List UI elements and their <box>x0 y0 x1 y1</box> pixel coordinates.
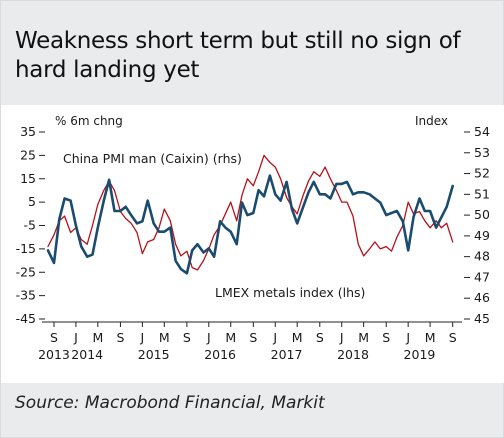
y-right-tick-label: 46 <box>474 290 490 305</box>
y-left-tick-label: 35 <box>20 124 36 139</box>
series-label-lmex: LMEX metals index (lhs) <box>215 285 365 300</box>
y-left-tick-label: -5 <box>24 218 36 233</box>
x-tick-label: M <box>425 330 436 345</box>
y-right-tick-label: 51 <box>474 186 490 201</box>
y-left-tick-label: -15 <box>16 241 36 256</box>
x-tick-label: S <box>449 330 457 345</box>
x-tick-label: J <box>405 330 410 345</box>
y-left-tick-label: 25 <box>20 147 36 162</box>
axes-layer <box>39 131 470 327</box>
x-year-label: 2018 <box>337 347 369 362</box>
x-year-label: 2014 <box>71 347 103 362</box>
y-right-tick-label: 45 <box>474 311 490 326</box>
series-label-china-pmi: China PMI man (Caixin) (rhs) <box>63 151 242 166</box>
x-year-label: 2016 <box>204 347 236 362</box>
x-year-label: 2013 <box>38 347 70 362</box>
x-tick-label: M <box>92 330 103 345</box>
line-chart: 35 25 15 5 -5 -15 -25 -35 -45 54 53 52 51 50 49 48 47 46 4… <box>16 114 490 362</box>
x-tick-label: S <box>382 330 390 345</box>
x-tick-label: S <box>316 330 324 345</box>
y-left-tick-label: 15 <box>20 171 36 186</box>
series-layer <box>46 154 454 275</box>
y-left-tick-label: -35 <box>16 288 36 303</box>
x-tick-label: S <box>183 330 191 345</box>
x-tick-label: S <box>249 330 257 345</box>
series-line-lmex <box>47 154 454 271</box>
chart-title: Weakness short term but still no sign of… <box>15 28 461 83</box>
x-tick-label: J <box>206 330 211 345</box>
right-axis-title: Index <box>415 114 448 128</box>
y-right-tick-label: 52 <box>474 166 490 181</box>
x-tick-label: J <box>140 330 145 345</box>
y-right-tick-label: 47 <box>474 269 490 284</box>
x-tick-label: M <box>159 330 170 345</box>
x-tick-label: J <box>73 330 78 345</box>
x-tick-label: M <box>358 330 369 345</box>
series-line-china-pmi <box>46 174 454 275</box>
x-tick-label: M <box>292 330 303 345</box>
y-right-tick-label: 49 <box>474 228 490 243</box>
y-left-tick-label: -45 <box>16 311 36 326</box>
y-right-tick-label: 48 <box>474 249 490 264</box>
y-left-tick-label: 5 <box>28 194 36 209</box>
left-axis-title: % 6m chng <box>55 114 123 128</box>
y-right-tick-label: 53 <box>474 145 490 160</box>
x-year-label: 2017 <box>271 347 303 362</box>
x-tick-label: J <box>272 330 277 345</box>
labels-layer: 35 25 15 5 -5 -15 -25 -35 -45 54 53 52 51 50 49 48 47 46 4… <box>16 114 490 362</box>
x-year-label: 2015 <box>138 347 170 362</box>
x-tick-label: S <box>50 330 58 345</box>
y-right-tick-label: 50 <box>474 207 490 222</box>
x-tick-label: M <box>225 330 236 345</box>
source-note: Source: Macrobond Financial, Markit <box>15 393 325 413</box>
x-year-label: 2019 <box>404 347 436 362</box>
y-right-tick-label: 54 <box>474 124 490 139</box>
x-tick-label: J <box>339 330 344 345</box>
y-left-tick-label: -25 <box>16 264 36 279</box>
x-tick-label: S <box>116 330 124 345</box>
plot-area: 35 25 15 5 -5 -15 -25 -35 -45 54 53 52 51 50 49 48 47 46 4… <box>1 105 504 383</box>
